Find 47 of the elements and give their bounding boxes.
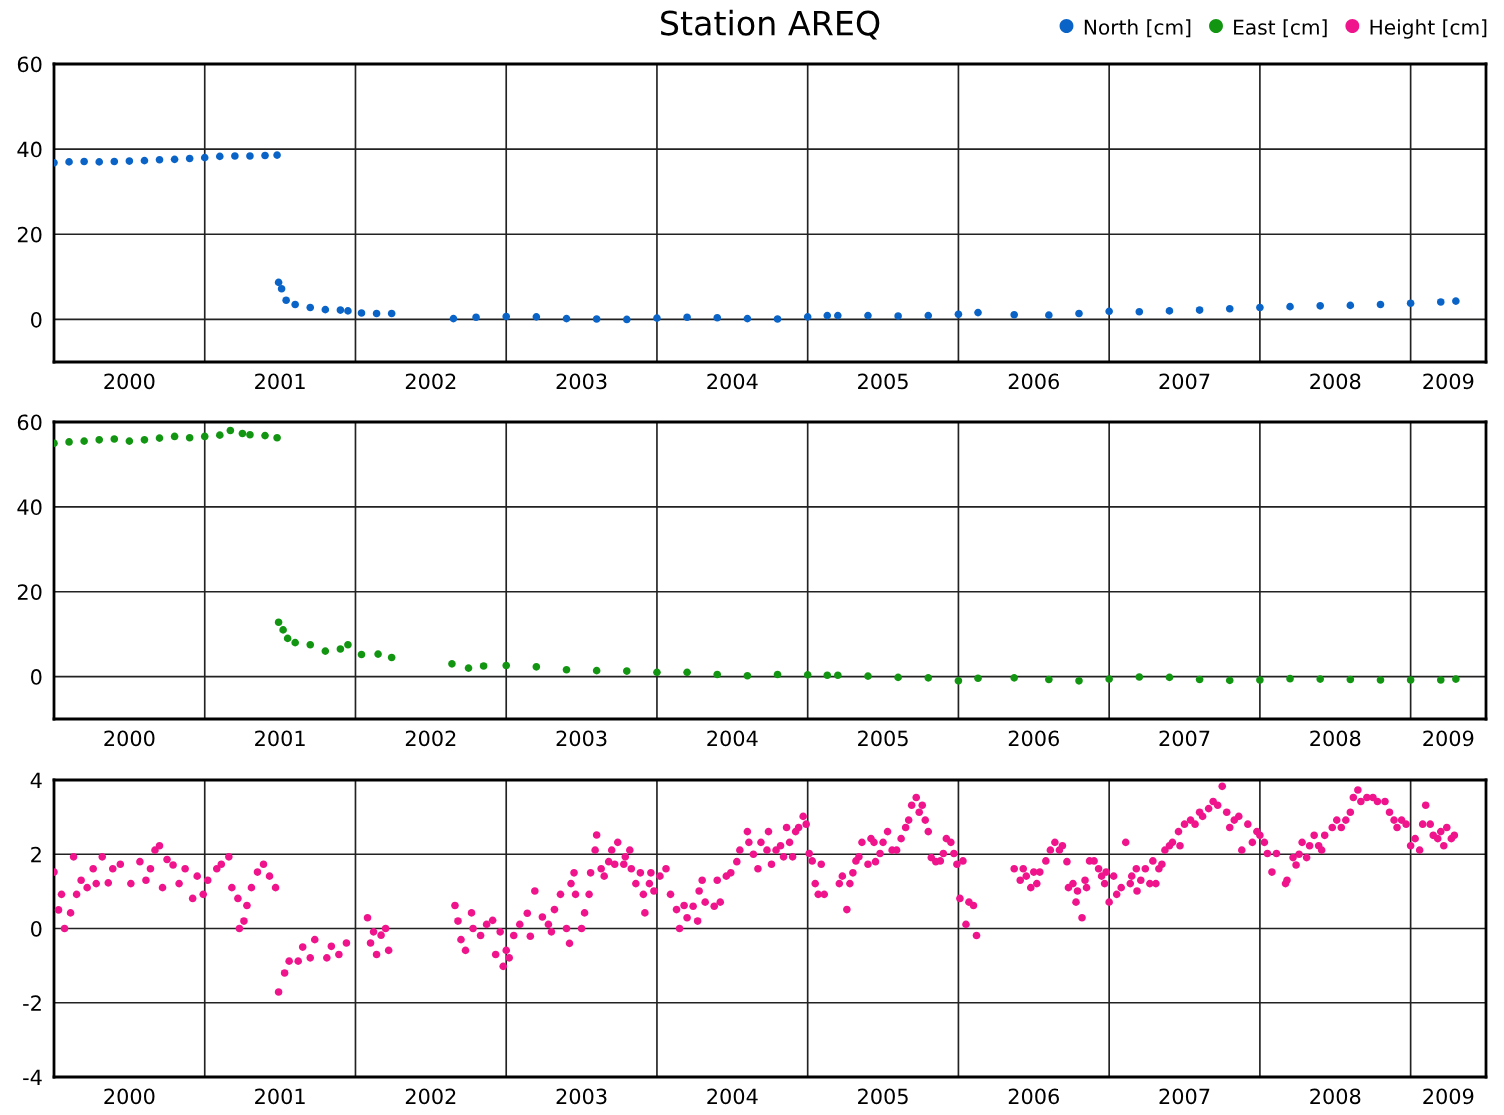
y-tick-label: 20 <box>17 226 42 243</box>
x-tick-label: 2005 <box>858 373 908 390</box>
x-tick-label: 2004 <box>707 730 758 747</box>
x-tick-label: 2008 <box>1310 373 1361 390</box>
x-tick-label: 2006 <box>1008 373 1059 390</box>
x-tick-label: 2004 <box>707 1088 758 1105</box>
x-tick-label: 2001 <box>255 730 305 747</box>
x-tick-label: 2009 <box>1423 730 1474 747</box>
y-tick-label: 40 <box>17 499 42 516</box>
x-tick-label: 2002 <box>405 730 456 747</box>
x-tick-label: 2003 <box>556 730 607 747</box>
y-tick-label: 2 <box>31 846 41 863</box>
x-tick-label: 2006 <box>1008 1088 1059 1105</box>
x-tick-label: 2004 <box>707 373 758 390</box>
y-tick-label: 0 <box>31 311 42 328</box>
x-tick-label: 2009 <box>1423 1088 1474 1105</box>
x-tick-label: 2007 <box>1159 730 1210 747</box>
y-tick-label: 0 <box>31 920 42 937</box>
y-tick-label: 4 <box>30 772 42 788</box>
x-tick-label: 2009 <box>1423 373 1474 390</box>
y-tick-label: 60 <box>17 56 42 73</box>
x-tick-label: 2006 <box>1008 730 1059 747</box>
x-tick-label: 2000 <box>104 730 155 747</box>
y-tick-label: 40 <box>17 141 42 158</box>
x-tick-label: 2007 <box>1159 1088 1210 1105</box>
x-tick-label: 2002 <box>405 373 456 390</box>
legend-label: East [cm] <box>1234 19 1327 38</box>
y-tick-label: -4 <box>23 1069 42 1085</box>
x-tick-label: 2005 <box>858 730 908 747</box>
x-tick-label: 2000 <box>104 1088 155 1105</box>
x-tick-label: 2007 <box>1159 373 1210 390</box>
y-tick-label: 60 <box>17 414 42 431</box>
y-tick-label: 20 <box>17 584 42 600</box>
x-tick-label: 2008 <box>1310 1088 1361 1105</box>
legend-label: Height [cm] <box>1370 19 1487 39</box>
x-tick-label: 2001 <box>255 373 305 390</box>
y-tick-label: -2 <box>23 995 41 1011</box>
x-tick-label: 2008 <box>1310 730 1361 747</box>
x-tick-label: 2005 <box>858 1088 908 1105</box>
legend-label: North [cm] <box>1084 19 1191 38</box>
x-tick-label: 2003 <box>556 373 607 390</box>
x-tick-label: 2003 <box>556 1088 607 1105</box>
x-tick-label: 2001 <box>255 1088 305 1105</box>
y-tick-label: 0 <box>31 669 42 685</box>
x-tick-label: 2000 <box>104 373 155 390</box>
chart-title: Station AREQ <box>661 9 880 40</box>
x-tick-label: 2002 <box>405 1088 456 1105</box>
